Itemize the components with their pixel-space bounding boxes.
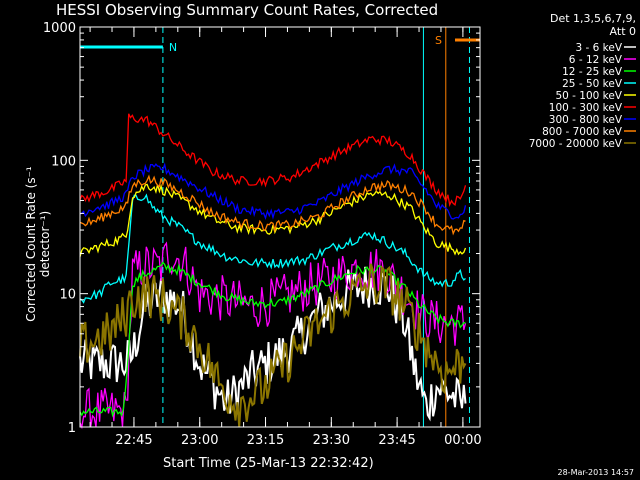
y-axis-label: Corrected Count Rate (s⁻¹ detector⁻¹) [24, 166, 52, 322]
series-line [79, 241, 467, 430]
legend-label: 6 - 12 keV [569, 54, 623, 66]
y-tick-label: 100 [51, 154, 76, 169]
x-tick-label: 00:00 [444, 433, 481, 448]
legend-label: 12 - 25 keV [562, 66, 623, 78]
legend-label: 300 - 800 keV [549, 114, 623, 126]
legend-label: 800 - 7000 keV [542, 126, 623, 138]
x-tick-label: 23:30 [313, 433, 350, 448]
x-tick-label: 23:45 [378, 433, 415, 448]
series-line [79, 174, 466, 236]
series-line [79, 162, 467, 221]
series-line [79, 193, 466, 304]
x-tick-label: 23:00 [181, 433, 218, 448]
flag-label: S [435, 34, 442, 47]
chart-title: HESSI Observing Summary Count Rates, Cor… [56, 1, 439, 19]
y-tick-label: 1 [68, 421, 76, 436]
legend-label: 50 - 100 keV [555, 90, 622, 102]
axes-layer [79, 26, 481, 428]
series-line [79, 113, 467, 208]
series-line [79, 183, 467, 257]
plot-frame [79, 26, 481, 428]
detector-line-2: Att 0 [609, 25, 636, 38]
x-axis-label: Start Time (25-Mar-13 22:32:42) [163, 456, 374, 471]
series-line [79, 263, 467, 428]
x-tick-label: 22:45 [115, 433, 152, 448]
legend-label: 3 - 6 keV [575, 42, 622, 54]
tick-layer: 1 10 100 1000 22:45 23:00 23:15 23:30 23:45 00:00 [43, 21, 482, 448]
detector-line-1: Det 1,3,5,6,7,9, [549, 12, 636, 25]
legend-label: 7000 - 20000 keV [529, 138, 623, 150]
generation-timestamp: 28-Mar-2013 14:57 [557, 468, 635, 477]
series-layer [79, 113, 467, 430]
x-tick-label: 23:15 [247, 433, 284, 448]
y-tick-label: 1000 [43, 21, 76, 36]
legend-label: 100 - 300 keV [549, 102, 623, 114]
legend-label: 25 - 50 keV [562, 78, 623, 90]
series-line [79, 261, 466, 418]
y-tick-label: 10 [59, 288, 76, 303]
flag-label: N [169, 41, 177, 54]
